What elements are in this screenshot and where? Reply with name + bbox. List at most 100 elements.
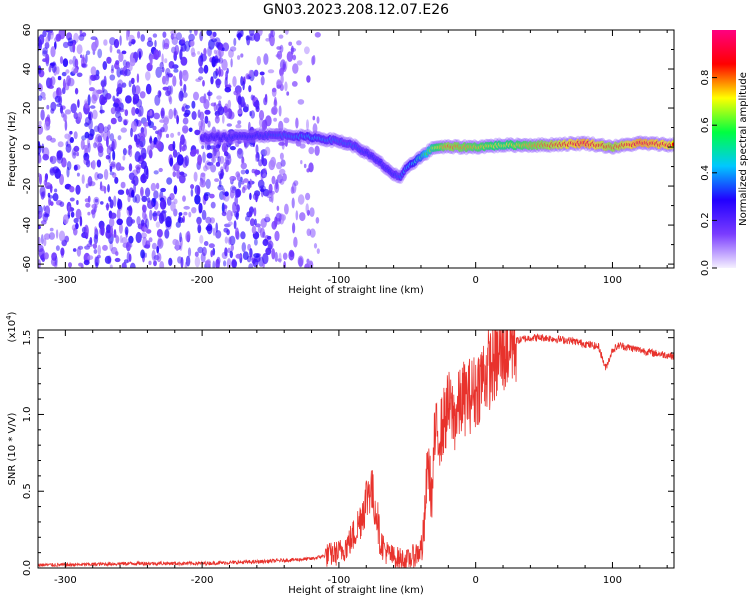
speckle-mark: [178, 174, 186, 184]
speckle-mark: [115, 235, 120, 244]
speckle-mark: [262, 231, 266, 238]
speckle-mark: [76, 246, 82, 257]
speckle-mark: [131, 106, 136, 116]
speckle-mark: [54, 188, 58, 193]
speckle-mark: [60, 247, 65, 256]
speckle-mark: [56, 66, 60, 75]
speckle-mark: [97, 122, 105, 134]
speckle-mark: [136, 166, 141, 174]
speckle-mark: [255, 144, 259, 155]
speckle-mark: [197, 109, 201, 118]
speckle-mark: [146, 145, 152, 156]
speckle-mark: [48, 232, 56, 240]
speckle-mark: [70, 211, 75, 218]
y-tick-label: 60: [22, 24, 33, 37]
speckle-mark: [74, 58, 79, 68]
speckle-mark: [140, 173, 147, 184]
speckle-mark: [39, 84, 43, 92]
speckle-mark: [38, 120, 42, 126]
speckle-mark: [128, 163, 133, 172]
speckle-mark: [271, 248, 276, 260]
speckle-mark: [219, 173, 223, 180]
speckle-mark: [144, 252, 147, 258]
x-tick-label: -300: [54, 575, 77, 586]
speckle-mark: [38, 124, 44, 135]
y-tick-label: 1.0: [22, 406, 33, 422]
speckle-mark: [39, 211, 43, 217]
speckle-mark: [203, 241, 209, 246]
colorbar-gradient: [712, 30, 736, 268]
speckle-mark: [109, 133, 115, 142]
speckle-mark: [118, 52, 124, 63]
speckle-mark: [73, 164, 78, 171]
speckle-mark: [251, 225, 257, 234]
speckle-mark: [144, 213, 148, 224]
speckle-mark: [156, 229, 163, 238]
speckle-mark: [283, 117, 290, 124]
speckle-mark: [83, 259, 90, 266]
speckle-mark: [73, 68, 79, 74]
speckle-mark: [295, 117, 299, 129]
speckle-mark: [151, 242, 157, 250]
snr-panel: -300 -200 -100 0 100 0.0 0.5 1.0 1.5 Height of …: [5, 311, 675, 596]
speckle-mark: [206, 144, 211, 150]
speckle-mark: [131, 84, 136, 96]
speckle-mark: [162, 86, 169, 91]
speckle-mark: [209, 193, 215, 199]
y-tick-label: -40: [22, 217, 33, 233]
speckle-mark: [314, 32, 321, 38]
speckle-mark: [39, 173, 42, 185]
speckle-mark: [161, 53, 164, 65]
speckle-mark: [164, 58, 168, 64]
speckle-mark: [69, 197, 75, 202]
speckle-mark: [278, 34, 284, 39]
snr-y-label: SNR (10 * V/V): [7, 412, 18, 485]
speckle-mark: [182, 69, 189, 82]
speckle-mark: [248, 210, 252, 218]
speckle-mark: [212, 151, 215, 163]
speckle-mark: [119, 235, 123, 244]
speckle-mark: [90, 36, 98, 41]
speckle-mark: [154, 40, 157, 48]
speckle-mark: [253, 207, 257, 217]
speckle-mark: [247, 180, 251, 190]
snr-frame: [37, 329, 675, 569]
speckle-mark: [119, 35, 122, 46]
speckle-mark: [270, 30, 276, 38]
speckle-mark: [182, 195, 186, 202]
speckle-mark: [210, 201, 216, 209]
speckle-mark: [115, 60, 120, 65]
speckle-mark: [241, 186, 246, 194]
speckle-mark: [49, 30, 53, 34]
speckle-mark: [135, 231, 142, 244]
speckle-mark: [218, 155, 225, 164]
speckle-mark: [249, 218, 255, 227]
speckle-mark: [257, 179, 265, 189]
speckle-mark: [229, 176, 233, 183]
speckle-mark: [300, 160, 303, 165]
y-tick-label: 20: [22, 102, 33, 115]
speckle-mark: [106, 136, 109, 148]
speckle-mark: [316, 116, 320, 124]
speckle-mark: [83, 144, 89, 151]
snr-multiplier-label: (x104): [5, 311, 18, 342]
speckle-mark: [122, 118, 129, 124]
speckle-mark: [115, 251, 119, 256]
speckle-mark: [158, 167, 163, 173]
speckle-mark: [197, 76, 204, 81]
speckle-mark: [88, 87, 95, 92]
y-tick-label: 40: [22, 63, 33, 76]
speckle-mark: [308, 260, 314, 268]
speckle-mark: [297, 255, 304, 267]
speckle-mark: [65, 69, 70, 74]
speckle-mark: [148, 260, 152, 266]
speckle-mark: [233, 90, 239, 96]
speckle-mark: [118, 223, 123, 234]
speckle-mark: [306, 228, 312, 237]
speckle-mark: [104, 255, 112, 264]
speckle-mark: [208, 243, 215, 249]
speckle-mark: [145, 83, 152, 95]
speckle-mark: [305, 203, 309, 214]
speckle-mark: [103, 186, 107, 194]
speckle-mark: [200, 252, 206, 263]
